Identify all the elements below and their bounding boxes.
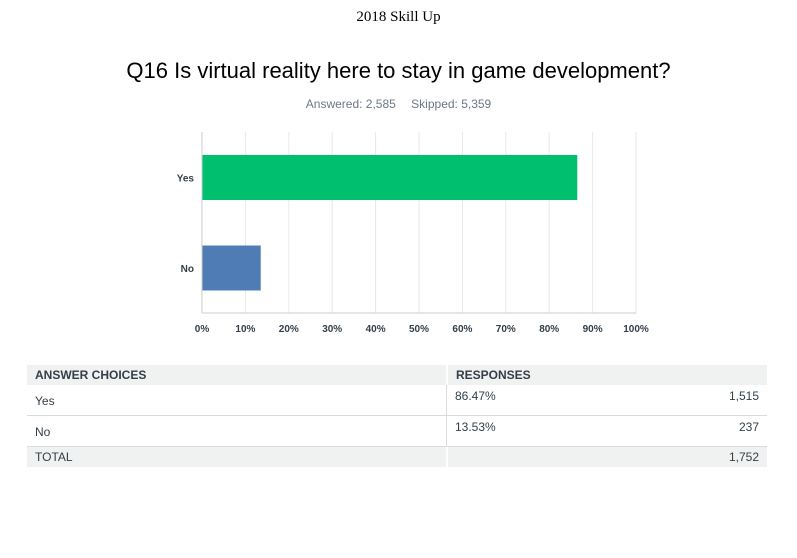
x-tick-label: 50%	[409, 324, 429, 335]
total-label: TOTAL	[27, 447, 446, 467]
row-count: 237	[603, 416, 767, 447]
skipped-count: Skipped: 5,359	[411, 97, 492, 111]
category-label: Yes	[177, 174, 195, 185]
x-tick-label: 30%	[322, 324, 342, 335]
total-blank	[446, 447, 603, 467]
row-percent: 13.53%	[446, 416, 603, 447]
document-header: 2018 Skill Up	[356, 9, 441, 25]
x-tick-label: 70%	[496, 324, 516, 335]
answered-count: Answered: 2,585	[305, 97, 396, 111]
responses-header: RESPONSES	[446, 365, 767, 385]
row-label: Yes	[27, 385, 446, 416]
table-row: No 13.53% 237	[27, 416, 767, 447]
x-tick-label: 40%	[366, 324, 386, 335]
x-tick-label: 0%	[195, 324, 210, 335]
bar-yes[interactable]	[202, 155, 578, 200]
x-tick-label: 10%	[235, 324, 255, 335]
table-header-row: ANSWER CHOICES RESPONSES	[27, 365, 767, 385]
x-tick-label: 90%	[583, 324, 603, 335]
total-row: TOTAL 1,752	[27, 447, 767, 467]
bar-no[interactable]	[202, 245, 261, 291]
row-count: 1,515	[603, 385, 767, 416]
answer-choices-header: ANSWER CHOICES	[27, 365, 446, 385]
x-tick-label: 100%	[623, 324, 649, 335]
results-table: ANSWER CHOICES RESPONSES Yes 86.47% 1,51…	[27, 365, 767, 467]
x-tick-label: 80%	[539, 324, 559, 335]
chart-axes	[201, 132, 636, 314]
total-count: 1,752	[603, 447, 767, 467]
row-percent: 86.47%	[446, 385, 603, 416]
bar-chart: 0% 10% 20% 30% 40% 50% 60% 70% 80% 90% 100% Yes No	[177, 132, 649, 336]
x-tick-label: 60%	[452, 324, 472, 335]
x-tick-label: 20%	[279, 324, 299, 335]
category-label: No	[181, 264, 194, 275]
chart-bars	[202, 155, 578, 291]
response-stats: Answered: 2,585 Skipped: 5,359	[0, 97, 797, 111]
table-row: Yes 86.47% 1,515	[27, 385, 767, 416]
row-label: No	[27, 416, 446, 447]
question-title: Q16 Is virtual reality here to stay in g…	[126, 58, 671, 83]
chart-labels: 0% 10% 20% 30% 40% 50% 60% 70% 80% 90% 100% Yes No	[177, 174, 649, 336]
